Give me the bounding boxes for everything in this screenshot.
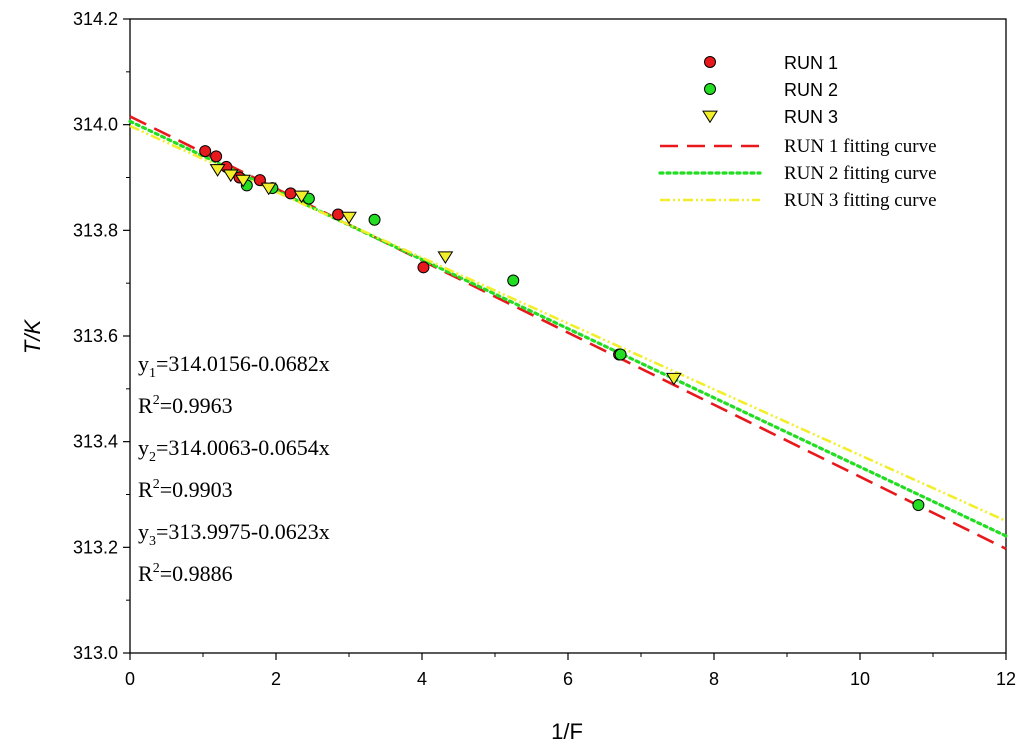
data-point-run-2	[507, 274, 520, 287]
fit-equation-line: R2=0.9903	[138, 477, 233, 502]
data-point-run-1	[284, 187, 297, 200]
legend-label-fit-2: RUN 2 fitting curve	[784, 163, 937, 184]
equation-subscript: 2	[149, 450, 156, 465]
y-tick-label: 313.0	[73, 643, 118, 663]
equation-body: =314.0063-0.0654x	[156, 435, 330, 460]
equation-symbol: y	[138, 351, 149, 376]
legend: RUN 1 RUN 2 RUN 3 RUN 1 fitting curve RUN 2 …	[658, 53, 937, 211]
legend-label-run-1: RUN 1	[784, 53, 838, 73]
data-point-run-3	[235, 174, 252, 188]
y-tick-label: 314.0	[73, 115, 118, 135]
fit-equation-line: y1=314.0156-0.0682x	[138, 351, 330, 381]
x-tick-label: 8	[709, 669, 719, 689]
y-axis-title: T/K	[20, 319, 45, 355]
equation-symbol: y	[138, 435, 149, 460]
data-point-run-3	[293, 190, 310, 204]
equation-body: =0.9903	[160, 477, 233, 502]
fit-equation-line: R2=0.9963	[138, 393, 233, 418]
equation-superscript: 2	[153, 393, 160, 408]
data-point-run-3	[665, 372, 682, 386]
data-point-run-1	[199, 145, 212, 158]
x-tick-label: 10	[850, 669, 870, 689]
y-tick-label: 313.2	[73, 537, 118, 557]
equation-symbol: R	[138, 393, 153, 418]
equation-body: =314.0156-0.0682x	[156, 351, 330, 376]
data-point-run-3	[222, 169, 239, 183]
data-point-run-1	[332, 208, 345, 221]
data-point-run-3	[209, 164, 226, 177]
equation-body: =0.9886	[160, 561, 233, 586]
equation-subscript: 1	[149, 366, 156, 381]
y-tick-label: 313.8	[73, 220, 118, 240]
x-axis-ticks: 0 2 4 6 8 10 12	[125, 653, 1016, 689]
data-point-run-2	[912, 499, 925, 512]
fit-equation-line: y2=314.0063-0.0654x	[138, 435, 330, 465]
legend-label-fit-1: RUN 1 fitting curve	[784, 136, 937, 157]
y-tick-label: 313.4	[73, 432, 118, 452]
data-point-run-3	[437, 251, 454, 264]
x-tick-label: 6	[563, 669, 573, 689]
y-axis-ticks: 313.0 313.2 313.4 313.6 313.8 314.0 314.2	[73, 9, 130, 663]
data-point-run-3	[260, 182, 277, 196]
equation-body: =0.9963	[160, 393, 233, 418]
equation-subscript: 3	[149, 534, 156, 549]
equation-symbol: R	[138, 477, 153, 502]
data-point-run-2	[614, 348, 627, 361]
data-point-run-1	[417, 261, 430, 274]
x-tick-label: 4	[417, 669, 427, 689]
data-point-run-2	[368, 213, 381, 226]
data-point-run-3	[341, 211, 357, 225]
legend-label-run-3: RUN 3	[784, 107, 838, 127]
fit-equations: y1=314.0156-0.0682xR2=0.9963y2=314.0063-…	[138, 351, 330, 586]
legend-marker-run-3	[702, 110, 718, 124]
equation-symbol: R	[138, 561, 153, 586]
equation-superscript: 2	[153, 477, 160, 492]
fit-line-run-3	[129, 124, 1007, 523]
equation-symbol: y	[138, 519, 149, 544]
equation-body: =313.9975-0.0623x	[156, 519, 330, 544]
legend-label-run-2: RUN 2	[784, 80, 838, 100]
fit-equation-line: y3=313.9975-0.0623x	[138, 519, 330, 549]
equation-superscript: 2	[153, 561, 160, 576]
x-tick-label: 0	[125, 669, 135, 689]
legend-marker-run-1	[704, 56, 716, 68]
legend-label-fit-3: RUN 3 fitting curve	[784, 190, 937, 211]
plot-border	[129, 18, 1007, 654]
legend-marker-run-2	[704, 83, 716, 95]
y-tick-label: 314.2	[73, 9, 118, 29]
x-axis-title: 1/F	[551, 719, 583, 744]
x-tick-label: 12	[996, 669, 1016, 689]
x-tick-label: 2	[271, 669, 281, 689]
fit-equation-line: R2=0.9886	[138, 561, 233, 586]
data-point-run-1	[210, 150, 223, 163]
plot-frame	[129, 18, 1007, 654]
data-points	[199, 145, 925, 512]
y-tick-label: 313.6	[73, 326, 118, 346]
